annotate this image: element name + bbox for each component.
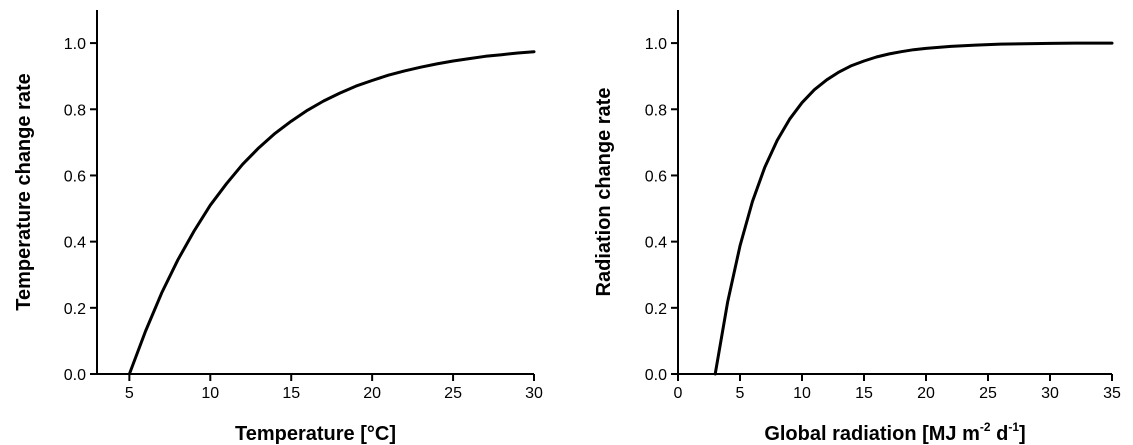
x-tick-label: 20 <box>363 385 381 402</box>
y-tick-label: 0.6 <box>645 168 667 185</box>
y-tick-label: 0.0 <box>645 367 667 384</box>
x-axis-title-superscript: -1 <box>1008 420 1019 434</box>
radiation-chart: 0.0 0.2 0.4 0.6 0.8 1.0 0 5 10 15 20 25 30 35 Global r… <box>593 10 1121 445</box>
x-tick-label: 5 <box>736 385 745 402</box>
x-tick-label: 20 <box>917 385 935 402</box>
x-tick-label: 30 <box>1041 385 1059 402</box>
y-tick-label: 1.0 <box>64 36 86 53</box>
x-axis-title-part: d <box>991 423 1009 445</box>
y-axis-title: Radiation change rate <box>593 88 615 297</box>
x-axis-title: Global radiation [MJ m-2 d-1] <box>764 420 1025 445</box>
y-tick-label: 0.2 <box>64 301 86 318</box>
x-axis-title: Temperature [°C] <box>235 423 396 445</box>
x-tick-label: 0 <box>674 385 683 402</box>
y-tick-label: 0.8 <box>64 102 86 119</box>
x-axis-title-part: Global radiation [MJ m <box>764 423 980 445</box>
y-tick-label: 0.4 <box>645 235 667 252</box>
x-axis-title-part: ] <box>1019 423 1026 445</box>
x-axis-title-superscript: -2 <box>980 420 991 434</box>
y-tick-label: 0.8 <box>645 102 667 119</box>
x-tick-label: 35 <box>1103 385 1121 402</box>
y-tick-label: 0.4 <box>64 235 86 252</box>
x-tick-label: 15 <box>855 385 873 402</box>
x-tick-label: 10 <box>793 385 811 402</box>
x-tick-label: 15 <box>282 385 300 402</box>
y-tick-label: 0.2 <box>645 301 667 318</box>
x-tick-label: 30 <box>525 385 543 402</box>
x-tick-label: 5 <box>125 385 134 402</box>
y-tick-label: 0.0 <box>64 367 86 384</box>
temperature-chart: 0.0 0.2 0.4 0.6 0.8 1.0 5 10 15 20 25 30 Temperature… <box>13 10 543 445</box>
y-tick-label: 1.0 <box>645 36 667 53</box>
y-axis-title: Temperature change rate <box>13 73 35 311</box>
temperature-response-curve <box>127 50 536 376</box>
x-tick-label: 25 <box>444 385 462 402</box>
radiation-response-curve <box>713 41 1114 376</box>
y-tick-label: 0.6 <box>64 168 86 185</box>
x-tick-label: 25 <box>979 385 997 402</box>
x-tick-label: 10 <box>201 385 219 402</box>
